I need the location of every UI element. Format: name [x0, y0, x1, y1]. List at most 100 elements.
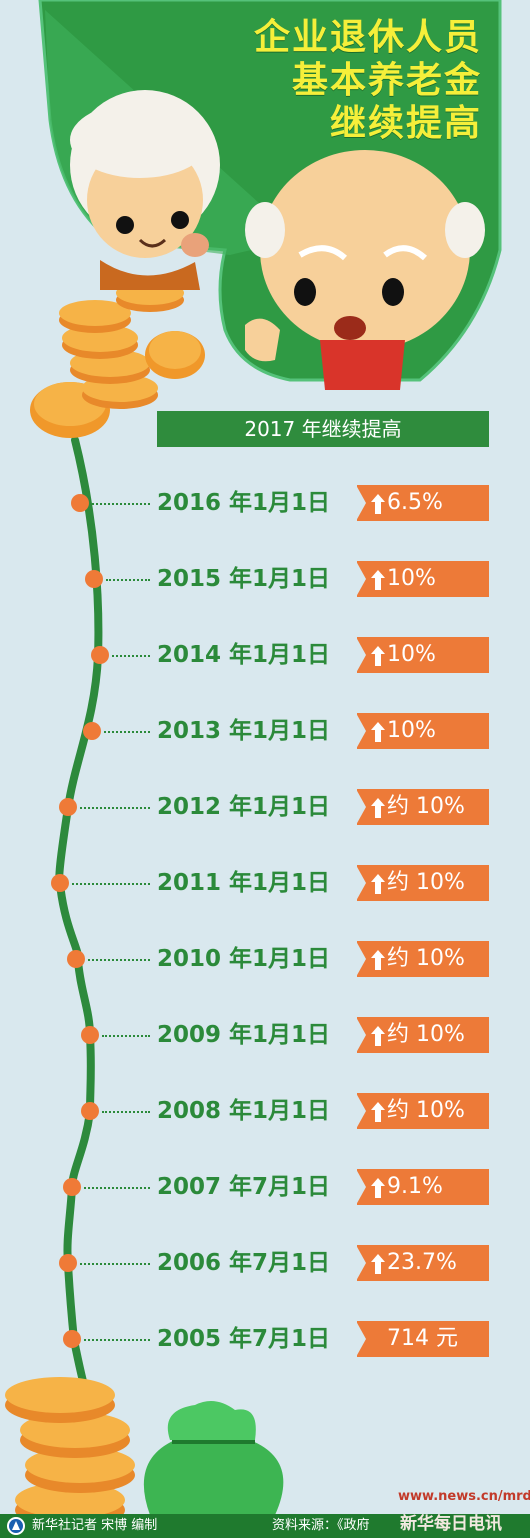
up-arrow-icon [371, 950, 385, 970]
timeline-date: 2013 年1月1日 [157, 718, 331, 744]
increase-badge: 23.7% [356, 1245, 489, 1281]
timeline-date: 2009 年1月1日 [157, 1022, 331, 1048]
timeline-connector [72, 883, 150, 885]
timeline-connector [84, 1187, 150, 1189]
up-arrow-icon [371, 798, 385, 818]
footer-credit: 新华社记者 宋博 编制 [32, 1518, 158, 1533]
timeline-dot [63, 1330, 81, 1348]
timeline-date: 2010 年1月1日 [157, 946, 331, 972]
footer-bar: 新华社记者 宋博 编制 资料来源：《政府 新华每日电讯 [0, 1514, 530, 1538]
timeline-connector [104, 731, 150, 733]
badge-notch [356, 1321, 366, 1357]
up-arrow-icon [371, 1254, 385, 1274]
up-arrow-icon [371, 722, 385, 742]
badge-notch [356, 941, 366, 977]
badge-notch [356, 1093, 366, 1129]
badge-notch [356, 865, 366, 901]
timeline-dot [59, 798, 77, 816]
increase-value: 23.7% [387, 1250, 457, 1275]
increase-value: 约 10% [387, 1098, 465, 1123]
increase-value: 10% [387, 718, 436, 743]
up-arrow-icon [371, 646, 385, 666]
increase-badge: 约 10% [356, 789, 489, 825]
increase-value: 6.5% [387, 490, 443, 515]
badge-notch [356, 485, 366, 521]
timeline-dot [81, 1026, 99, 1044]
badge-notch [356, 561, 366, 597]
increase-value: 约 10% [387, 946, 465, 971]
timeline-connector [106, 579, 150, 581]
footer-source: 资料来源：《政府 [272, 1518, 370, 1533]
title-line-2: 基本养老金 [291, 60, 482, 101]
up-arrow-icon [371, 494, 385, 514]
coin-stack-top [30, 281, 205, 438]
increase-badge: 约 10% [356, 941, 489, 977]
up-arrow-icon [371, 874, 385, 894]
title-line-3: 继续提高 [329, 103, 482, 144]
timeline-date: 2012 年1月1日 [157, 794, 331, 820]
grandma-illustration [70, 90, 220, 290]
up-arrow-icon [371, 1026, 385, 1046]
coin-stack-bottom [5, 1377, 135, 1528]
timeline-dot [91, 646, 109, 664]
up-arrow-icon [371, 1102, 385, 1122]
title-line-1: 企业退休人员 [253, 17, 482, 58]
timeline-dot [71, 494, 89, 512]
up-arrow-icon [371, 1178, 385, 1198]
badge-notch [356, 1245, 366, 1281]
increase-value: 9.1% [387, 1174, 443, 1199]
timeline-date: 2005 年7月1日 [157, 1326, 331, 1352]
timeline-date: 2006 年7月1日 [157, 1250, 331, 1276]
increase-value: 约 10% [387, 1022, 465, 1047]
year-banner: 2017 年继续提高 [157, 411, 489, 447]
increase-badge: 10% [356, 713, 489, 749]
badge-notch [356, 789, 366, 825]
timeline-date: 2008 年1月1日 [157, 1098, 331, 1124]
timeline-date: 2011 年1月1日 [157, 870, 331, 896]
increase-badge: 714 元 [356, 1321, 489, 1357]
increase-badge: 9.1% [356, 1169, 489, 1205]
increase-value: 约 10% [387, 794, 465, 819]
increase-badge: 10% [356, 561, 489, 597]
badge-notch [356, 1169, 366, 1205]
increase-badge: 6.5% [356, 485, 489, 521]
increase-badge: 约 10% [356, 1093, 489, 1129]
timeline-connector [92, 503, 150, 505]
watermark-name: 新华每日电讯 [400, 1514, 502, 1534]
badge-notch [356, 637, 366, 673]
badge-notch [356, 1017, 366, 1053]
grandpa-illustration [245, 150, 485, 390]
money-bag-illustration [143, 1401, 284, 1515]
timeline-connector [102, 1035, 150, 1037]
increase-badge: 10% [356, 637, 489, 673]
timeline-connector [84, 1339, 150, 1341]
increase-value: 10% [387, 642, 436, 667]
timeline-date: 2015 年1月1日 [157, 566, 331, 592]
timeline-dot [59, 1254, 77, 1272]
timeline-date: 2014 年1月1日 [157, 642, 331, 668]
timeline-dot [85, 570, 103, 588]
up-arrow-icon [371, 570, 385, 590]
timeline-dot [67, 950, 85, 968]
increase-badge: 约 10% [356, 1017, 489, 1053]
timeline-connector [112, 655, 150, 657]
watermark-url: www.news.cn/mrdx [398, 1489, 530, 1504]
timeline-connector [80, 807, 150, 809]
timeline-dot [81, 1102, 99, 1120]
increase-value: 714 元 [387, 1326, 458, 1351]
timeline-dot [63, 1178, 81, 1196]
timeline-connector [80, 1263, 150, 1265]
timeline-connector [88, 959, 150, 961]
timeline-date: 2007 年7月1日 [157, 1174, 331, 1200]
timeline-dot [83, 722, 101, 740]
increase-value: 约 10% [387, 870, 465, 895]
xinhua-logo-icon [7, 1517, 25, 1535]
badge-notch [356, 713, 366, 749]
timeline-date: 2016 年1月1日 [157, 490, 331, 516]
increase-value: 10% [387, 566, 436, 591]
timeline-connector [102, 1111, 150, 1113]
increase-badge: 约 10% [356, 865, 489, 901]
timeline-dot [51, 874, 69, 892]
